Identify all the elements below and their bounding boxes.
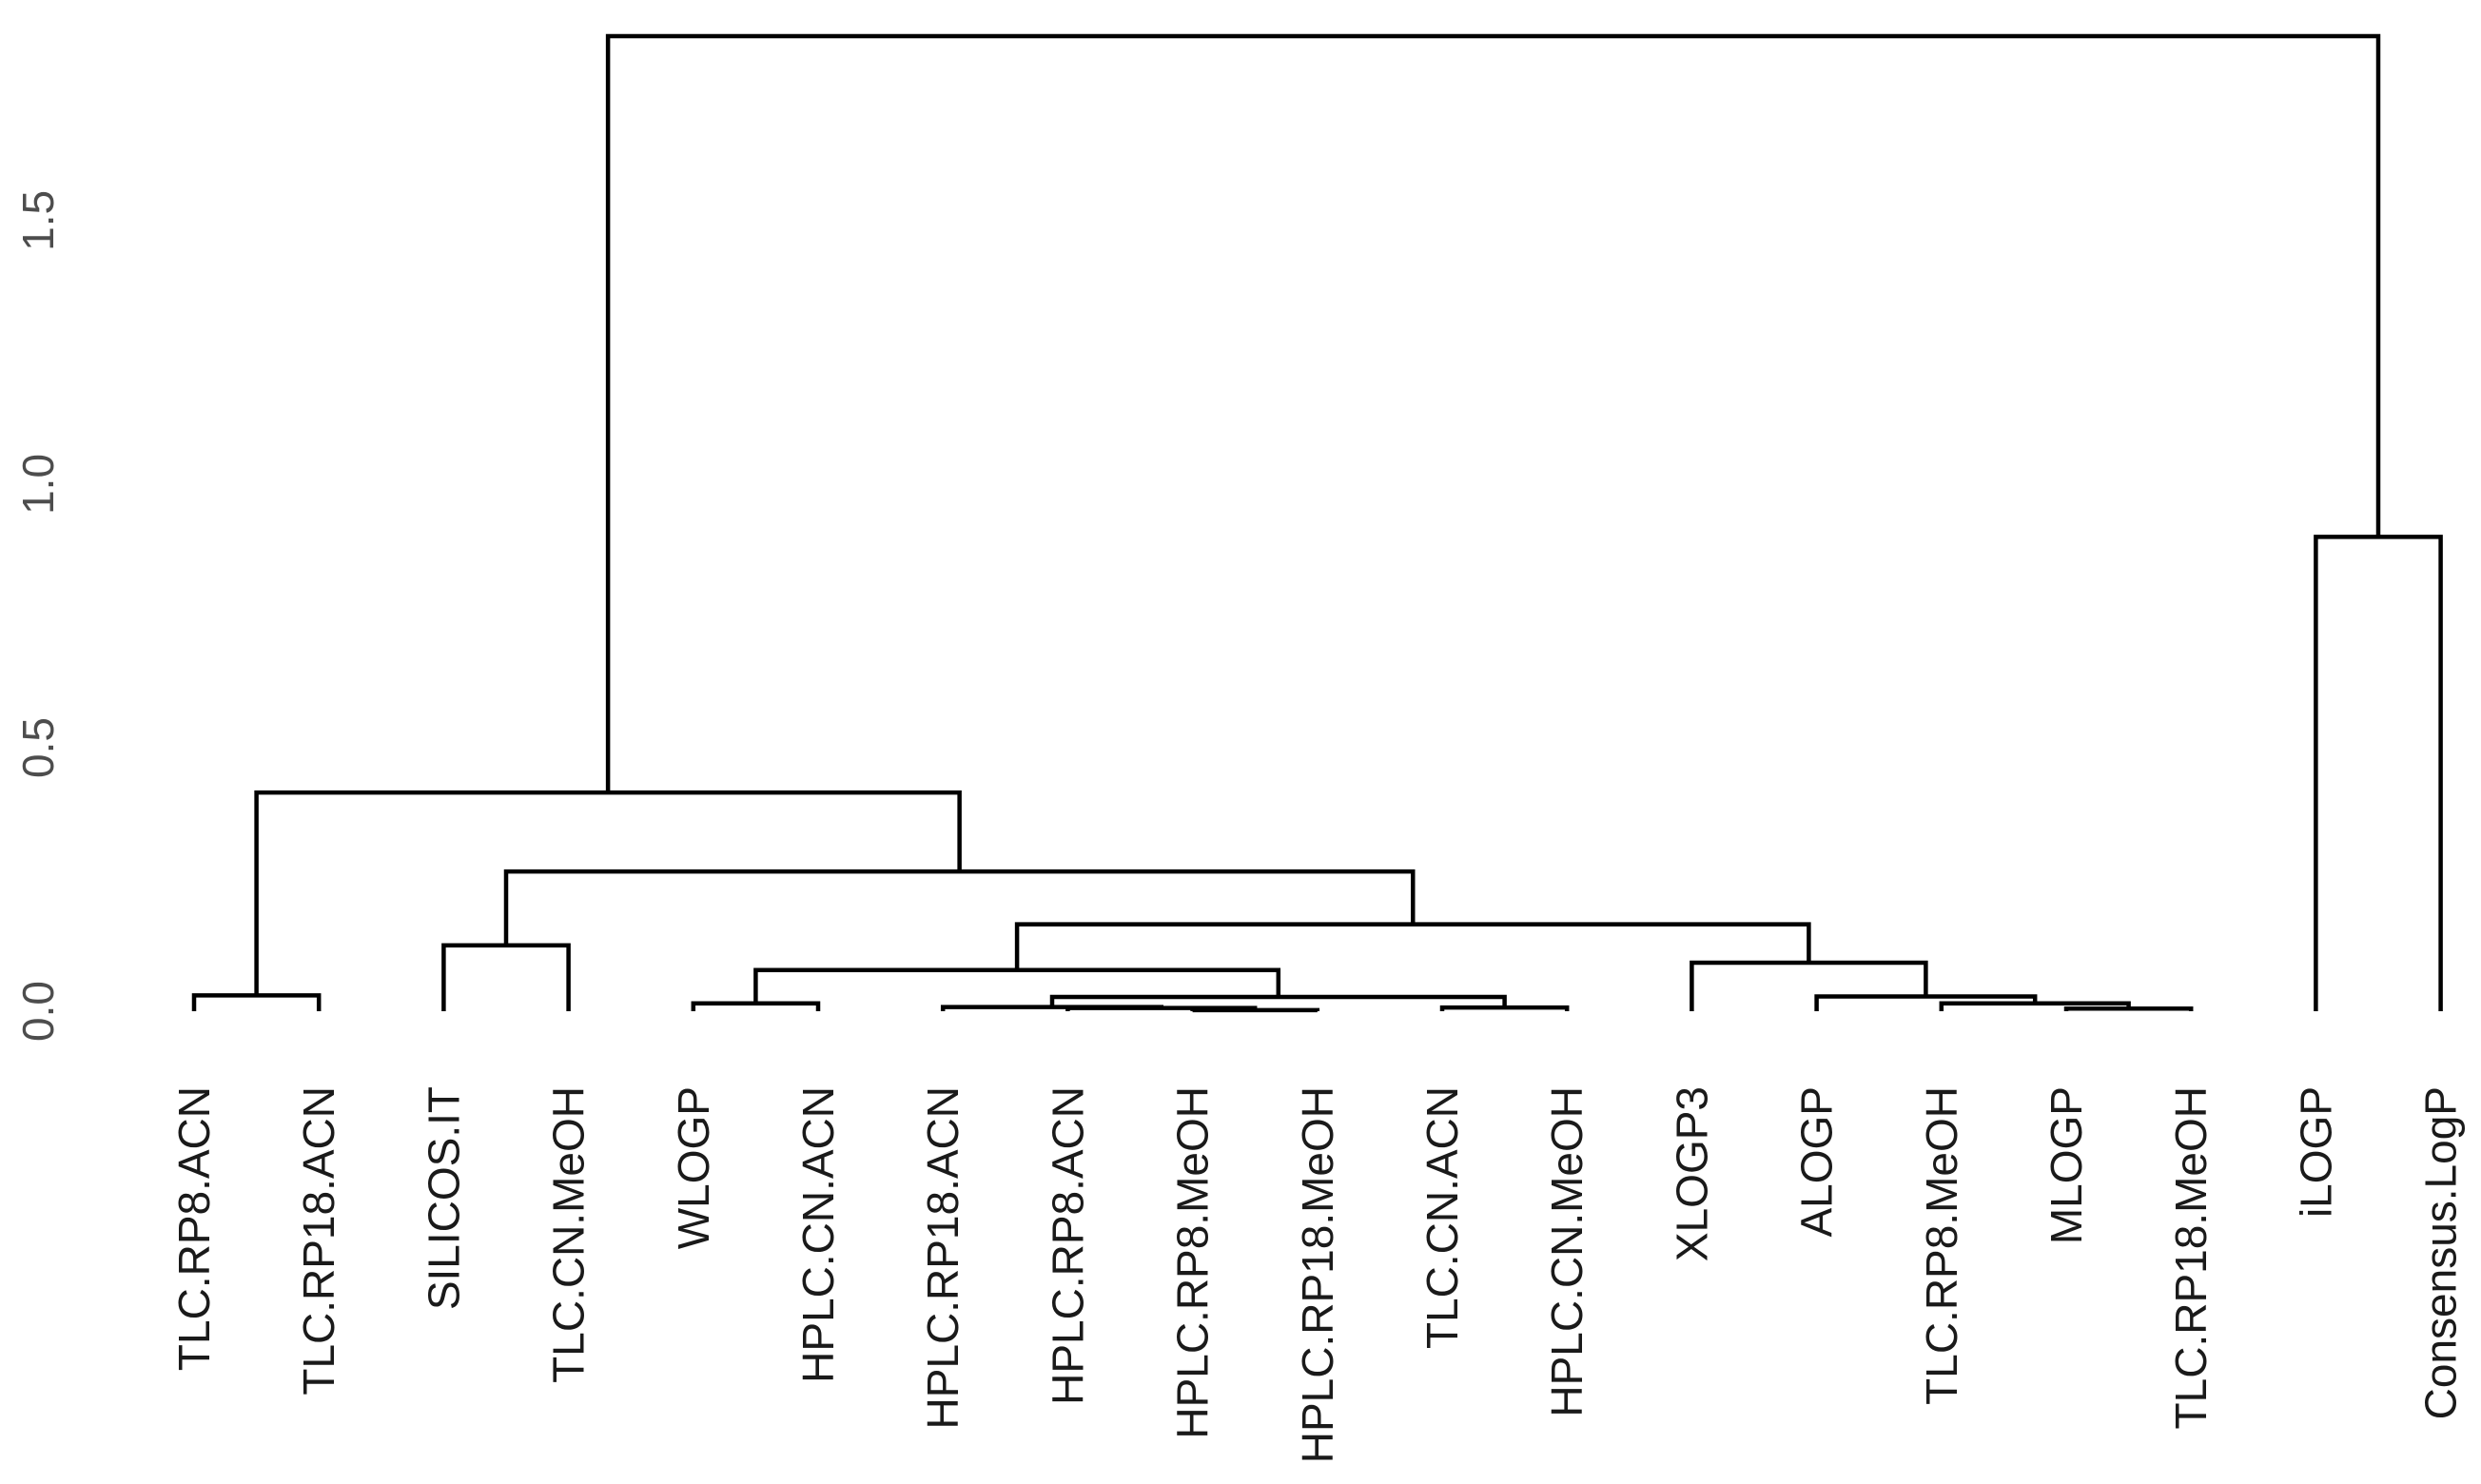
dendrogram-merge bbox=[503, 869, 1416, 946]
leaf-label: TLC.RP18.ACN bbox=[294, 1086, 343, 1396]
dendrogram-merge bbox=[1814, 994, 2038, 1011]
leaf-label: TLC.RP18.MeOH bbox=[2166, 1086, 2216, 1429]
leaf-label: HPLC.RP18.ACN bbox=[918, 1086, 967, 1429]
leaf-label: Consensus.LogP bbox=[2416, 1086, 2466, 1419]
leaf-label: HPLC.CN.MeOH bbox=[1542, 1086, 1592, 1417]
dendrogram-merge bbox=[940, 1005, 1164, 1011]
leaf-label: iLOGP bbox=[2291, 1086, 2340, 1218]
leaf-label: HPLC.RP18.MeOH bbox=[1293, 1086, 1342, 1463]
leaf-label: TLC.RP8.ACN bbox=[169, 1086, 219, 1371]
leaf-label: MLOGP bbox=[2041, 1086, 2091, 1244]
dendrogram-merge bbox=[1939, 1001, 2131, 1011]
dendrogram-merge bbox=[691, 1001, 821, 1011]
leaf-label: WLOGP bbox=[669, 1086, 718, 1249]
leaf-label: HPLC.RP8.MeOH bbox=[1168, 1086, 1218, 1439]
dendrogram-merge bbox=[254, 790, 962, 996]
leaf-label: HPLC.RP8.ACN bbox=[1043, 1086, 1092, 1405]
leaf-labels: TLC.RP8.ACN TLC.RP18.ACN SILICOS.IT TLC.CN.… bbox=[169, 1086, 2466, 1463]
dendrogram-merge bbox=[191, 993, 322, 1011]
dendrogram-merge bbox=[605, 33, 2381, 793]
leaf-label: ALOGP bbox=[1792, 1086, 1842, 1238]
y-axis: 0.0 0.5 1.0 1.5 bbox=[13, 190, 63, 1042]
y-tick-label: 0.0 bbox=[13, 981, 63, 1042]
dendrogram-merge bbox=[1439, 1005, 1570, 1011]
leaf-label: TLC.CN.ACN bbox=[1417, 1086, 1467, 1349]
leaf-label: HPLC.CN.ACN bbox=[793, 1086, 843, 1383]
leaf-label: TLC.RP8.MeOH bbox=[1917, 1086, 1966, 1405]
dendrogram-merge bbox=[441, 943, 571, 1011]
dendrogram-merge bbox=[2314, 535, 2443, 1011]
y-tick-label: 0.5 bbox=[13, 717, 63, 778]
y-tick-label: 1.0 bbox=[13, 454, 63, 515]
leaf-label: TLC.CN.MeOH bbox=[544, 1086, 594, 1383]
dendrogram-merge bbox=[2063, 1006, 2194, 1011]
dendrogram-links bbox=[191, 33, 2443, 1013]
leaf-label: SILICOS.IT bbox=[419, 1086, 468, 1310]
y-tick-label: 1.5 bbox=[13, 190, 63, 251]
dendrogram-merge bbox=[1190, 1007, 1320, 1013]
leaf-label: XLOGP3 bbox=[1667, 1086, 1716, 1261]
dendrogram-merge bbox=[1690, 960, 1928, 1011]
